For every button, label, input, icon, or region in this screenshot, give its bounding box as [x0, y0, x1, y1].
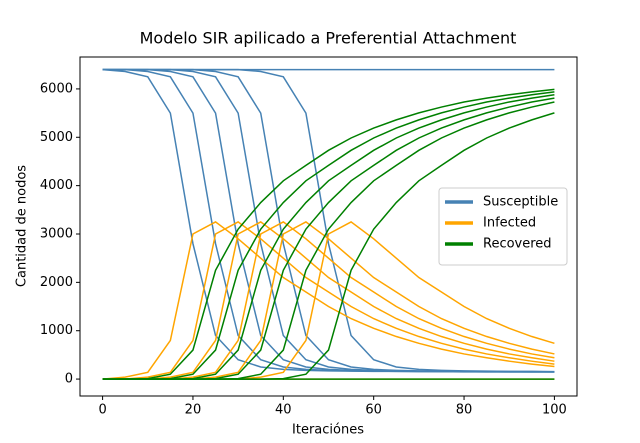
y-tick-label: 5000 [40, 130, 73, 145]
y-axis-label: Cantidad de nodos [15, 165, 30, 287]
legend-label: Recovered [483, 237, 552, 252]
y-tick-label: 4000 [40, 178, 73, 193]
series-line [102, 88, 555, 380]
series-line [102, 221, 555, 380]
x-tick-label: 40 [275, 403, 292, 418]
legend: Susceptible Infected Recovered [438, 187, 568, 266]
x-tick-label: 0 [98, 403, 106, 418]
x-axis-label: Iteraciónes [292, 423, 364, 438]
y-tick-label: 3000 [40, 226, 73, 241]
x-tick-label: 80 [456, 403, 473, 418]
y-tick-label: 0 [65, 372, 73, 387]
y-tick-label: 2000 [40, 275, 73, 290]
y-tick-label: 6000 [40, 81, 73, 96]
legend-label: Susceptible [483, 195, 558, 210]
plot-frame [79, 56, 578, 397]
chart-title: Modelo SIR apilicado a Preferential Atta… [140, 29, 517, 48]
x-tick-label: 100 [542, 403, 567, 418]
legend-label: Infected [483, 216, 536, 231]
series-line [102, 91, 555, 380]
x-tick-label: 20 [185, 403, 202, 418]
series-line [102, 221, 555, 380]
x-tick-label: 60 [365, 403, 382, 418]
y-tick-label: 1000 [40, 323, 73, 338]
series-line [102, 221, 555, 380]
